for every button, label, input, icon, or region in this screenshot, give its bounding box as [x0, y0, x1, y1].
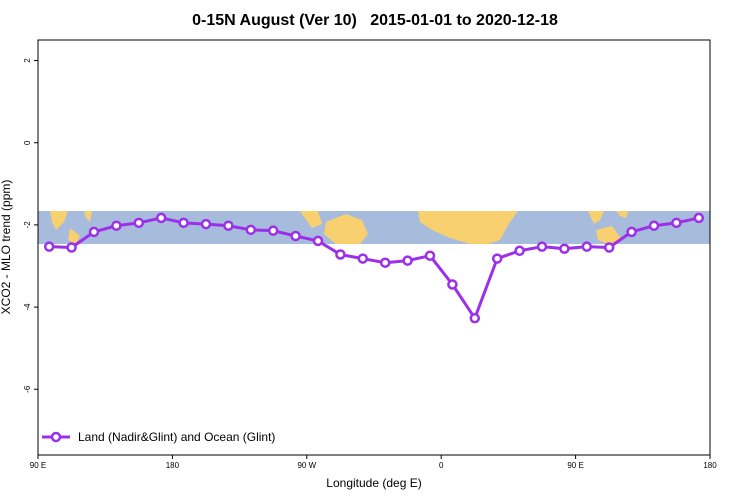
point	[178, 217, 189, 229]
point	[335, 249, 346, 260]
point	[648, 220, 660, 231]
point	[536, 241, 548, 252]
point	[290, 230, 301, 242]
x-tick-label: 0	[439, 461, 444, 470]
x-tick-label: 90 E	[567, 461, 583, 470]
land	[616, 211, 628, 218]
point	[155, 212, 167, 224]
point	[200, 218, 212, 230]
x-tick-label: 180	[703, 461, 717, 470]
land	[588, 211, 604, 224]
y-axis-label: XCO2 - MLO trend (ppm)	[0, 180, 13, 315]
point	[111, 220, 122, 231]
y-tick-label: -2	[23, 221, 32, 229]
point	[603, 242, 615, 253]
point	[133, 217, 145, 229]
x-tick-label: 90 E	[30, 461, 46, 470]
point	[671, 217, 682, 229]
legend-marker	[50, 431, 62, 443]
land	[418, 211, 518, 244]
point	[312, 235, 324, 247]
y-tick-label: -6	[23, 385, 32, 393]
point	[447, 279, 458, 290]
point	[514, 245, 525, 257]
y-tick-label: -4	[23, 303, 32, 311]
point	[223, 220, 234, 231]
x-tick-label: 90 W	[297, 461, 316, 470]
point	[245, 224, 257, 236]
x-axis-label: Longitude (deg E)	[326, 476, 421, 490]
land	[84, 211, 92, 222]
point	[379, 257, 391, 268]
point	[66, 242, 77, 253]
land	[324, 214, 368, 244]
point	[267, 225, 279, 236]
legend-label: Land (Nadir&Glint) and Ocean (Glint)	[78, 430, 275, 444]
plot-frame	[37, 39, 711, 456]
point	[626, 226, 637, 238]
point	[88, 226, 100, 238]
land	[50, 211, 68, 230]
y-tick-label: 0	[23, 140, 32, 145]
point	[693, 212, 705, 224]
point	[469, 312, 481, 324]
chart-title: 0-15N August (Ver 10) 2015-01-01 to 2020…	[192, 12, 558, 29]
point	[581, 241, 593, 252]
x-tick-label: 180	[166, 461, 180, 470]
point	[402, 255, 413, 266]
land	[68, 228, 80, 244]
y-tick-label: 2	[23, 58, 32, 63]
point	[43, 241, 55, 252]
land	[300, 211, 322, 228]
point	[491, 253, 503, 264]
point	[424, 250, 436, 261]
point	[559, 243, 570, 254]
map-band	[38, 211, 710, 244]
point	[357, 253, 369, 264]
land	[596, 226, 622, 244]
